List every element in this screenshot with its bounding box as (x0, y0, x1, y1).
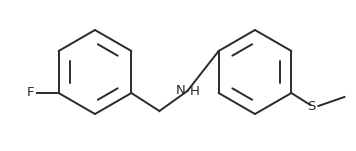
Text: H: H (189, 85, 199, 98)
Text: S: S (307, 100, 315, 112)
Text: N: N (176, 84, 185, 96)
Text: F: F (27, 87, 35, 100)
